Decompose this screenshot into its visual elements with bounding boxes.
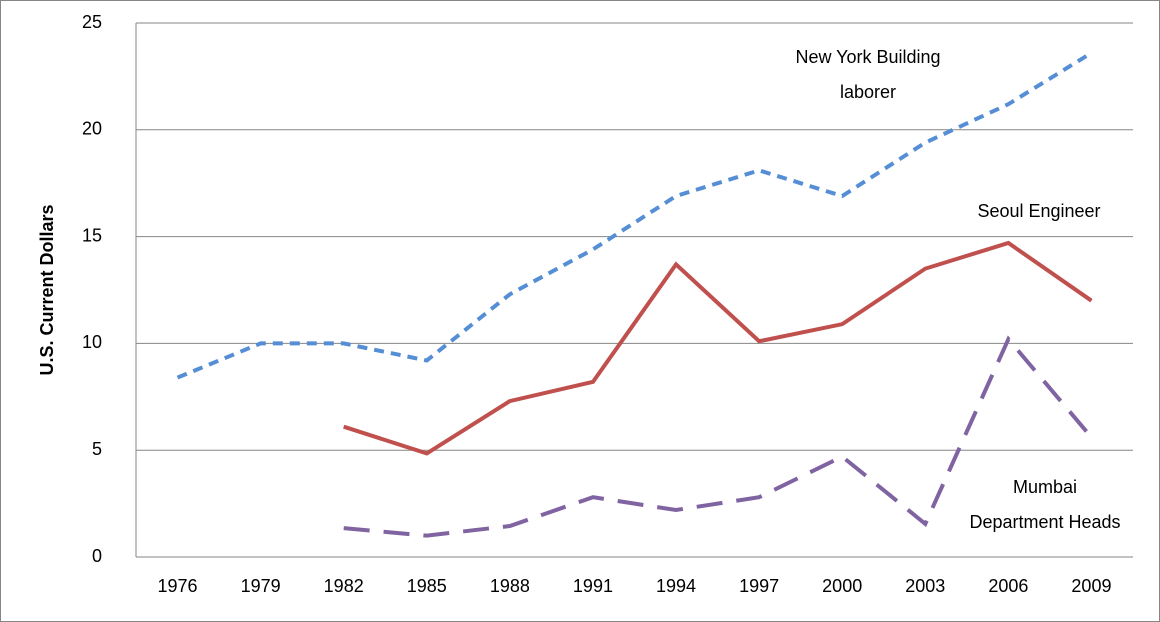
x-tick-label: 1982 xyxy=(324,576,364,596)
y-tick-label: 5 xyxy=(92,439,102,459)
y-axis-label: U.S. Current Dollars xyxy=(37,204,57,375)
x-tick-label: 1976 xyxy=(158,576,198,596)
annotation: Mumbai xyxy=(1013,477,1077,497)
x-tick-label: 2003 xyxy=(905,576,945,596)
y-tick-label: 20 xyxy=(82,119,102,139)
y-tick-label: 15 xyxy=(82,225,102,245)
annotation: laborer xyxy=(840,82,896,102)
x-tick-label: 1979 xyxy=(241,576,281,596)
y-tick-label: 10 xyxy=(82,332,102,352)
x-tick-label: 1991 xyxy=(573,576,613,596)
x-tick-label: 2009 xyxy=(1071,576,1111,596)
annotation: Seoul Engineer xyxy=(977,201,1100,221)
x-tick-label: 1988 xyxy=(490,576,530,596)
annotation: New York Building xyxy=(795,47,940,67)
y-tick-label: 0 xyxy=(92,546,102,566)
series-line xyxy=(343,335,1093,538)
y-tick-label: 25 xyxy=(82,12,102,32)
x-tick-label: 2000 xyxy=(822,576,862,596)
x-tick-label: 1985 xyxy=(407,576,447,596)
x-tick-label: 1997 xyxy=(739,576,779,596)
x-tick-label: 1994 xyxy=(656,576,696,596)
series-line xyxy=(176,51,1093,380)
annotation: Department Heads xyxy=(969,512,1120,532)
series-line xyxy=(343,240,1093,456)
x-tick-label: 2006 xyxy=(988,576,1028,596)
